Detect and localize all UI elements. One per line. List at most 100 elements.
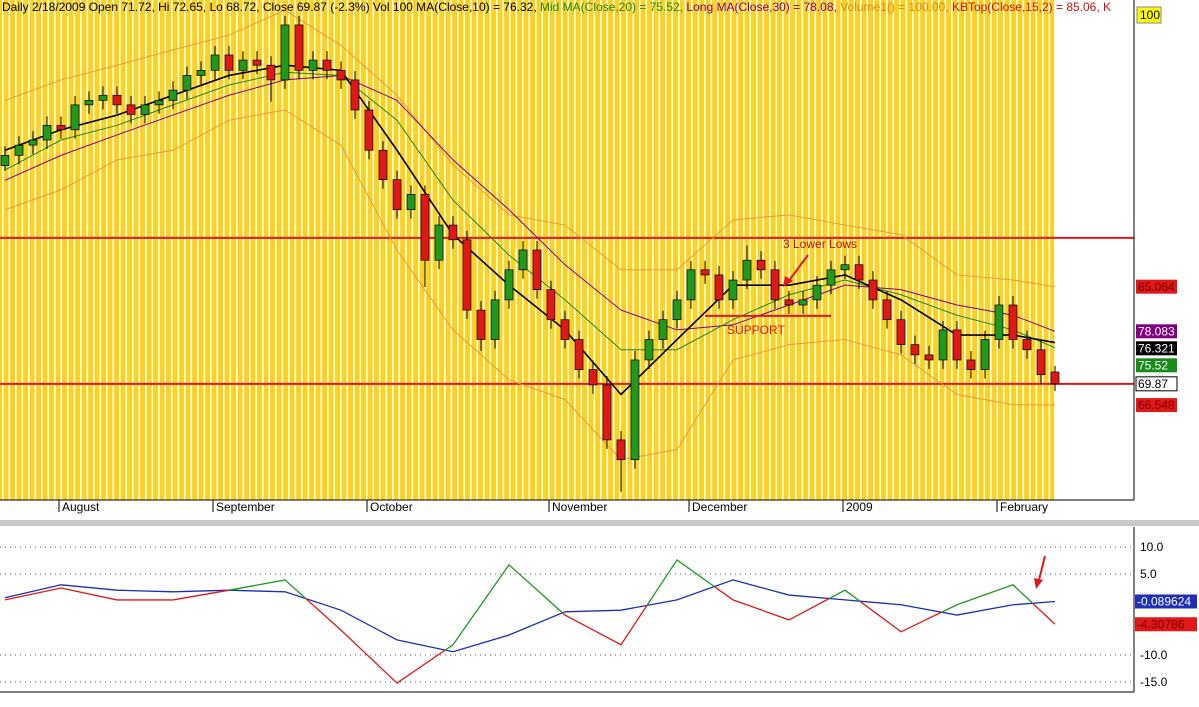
candle-body (154, 100, 164, 106)
candle-body (504, 269, 514, 301)
candle-body (322, 59, 332, 71)
candle-body (280, 24, 290, 81)
candle-body (406, 194, 416, 211)
stripe (294, 0, 297, 500)
title-part: Volume1() = 100.00, (840, 0, 952, 14)
stripe (223, 0, 225, 500)
stripe (34, 0, 37, 500)
stripe (580, 0, 583, 500)
stripe (190, 0, 193, 500)
stripe (593, 0, 596, 500)
stripe (860, 0, 862, 500)
stripe (119, 0, 121, 500)
candle-body (910, 344, 920, 356)
stripe (678, 0, 680, 500)
value-label-box (1136, 279, 1177, 294)
stripe (925, 0, 927, 500)
stripe (977, 0, 979, 500)
stripe (132, 0, 134, 500)
stripe (515, 0, 518, 500)
value-label: 75.52 (1138, 358, 1168, 372)
stripe (905, 0, 908, 500)
stripe (301, 0, 303, 500)
x-tick-label: September (216, 500, 275, 514)
candle-body (392, 179, 402, 211)
stripe (840, 0, 843, 500)
stripe (86, 0, 89, 500)
candle-body (826, 269, 836, 286)
stripe (795, 0, 797, 500)
candle-body (994, 304, 1004, 340)
title-part: Long MA(Close,30) = 78.08, (686, 0, 840, 14)
stripe (892, 0, 895, 500)
title-part: Mid MA(Close,20) = 75.52, (540, 0, 686, 14)
stripe (151, 0, 154, 500)
stripe (717, 0, 719, 500)
stripe (600, 0, 602, 500)
stripe (138, 0, 141, 500)
stripe (730, 0, 732, 500)
stripe (541, 0, 544, 500)
stripe (788, 0, 791, 500)
overlay-line (4, 109, 1056, 461)
stripe (229, 0, 232, 500)
stripe (145, 0, 147, 500)
stripe (106, 0, 108, 500)
stripe (496, 0, 498, 500)
stripe (801, 0, 804, 500)
stripe (73, 0, 76, 500)
candle-body (630, 359, 640, 461)
stripe (60, 0, 63, 500)
stripe (996, 0, 999, 500)
stripe (879, 0, 882, 500)
stripe (548, 0, 550, 500)
indicator-line (4, 579, 1056, 653)
stripe (372, 0, 375, 500)
title-part: KBTop(Close,15,2) = 85.06, K (952, 0, 1111, 14)
stripe (268, 0, 271, 500)
stripe (743, 0, 745, 500)
candle-body (56, 124, 66, 131)
candle-body (42, 124, 52, 141)
x-tick-label: 2009 (846, 500, 873, 514)
stripe (197, 0, 199, 500)
stripe (431, 0, 433, 500)
stripe (509, 0, 511, 500)
candle-body (700, 269, 710, 276)
stripe (476, 0, 479, 500)
stripe (28, 0, 30, 500)
candle-body (210, 54, 220, 71)
y-tick-label: 5.0 (1140, 567, 1157, 581)
candle-body (196, 69, 206, 76)
candle-body (938, 329, 948, 361)
value-label: 78.083 (1138, 324, 1175, 338)
stripe (2, 0, 4, 500)
candle-body (252, 59, 262, 66)
stripe (639, 0, 641, 500)
panel-separator (0, 520, 1199, 526)
stripe (762, 0, 765, 500)
stripe (873, 0, 875, 500)
stripe (99, 0, 102, 500)
candle-body (812, 284, 822, 301)
candle-body (658, 319, 668, 340)
stripe (918, 0, 921, 500)
candle-body (784, 299, 794, 306)
value-label: -0.089624 (1137, 595, 1191, 609)
volume-label-box (1136, 6, 1162, 24)
stripe (782, 0, 784, 500)
candle-body (140, 104, 150, 115)
stripe (41, 0, 43, 500)
stripe (1022, 0, 1025, 500)
candle-body (966, 359, 976, 370)
candle-body (882, 299, 892, 321)
stripe (359, 0, 362, 500)
candle-body (574, 339, 584, 370)
annotation-arrowhead (1034, 578, 1043, 589)
stripe (203, 0, 206, 500)
stripe (281, 0, 284, 500)
candle-body (364, 109, 374, 151)
value-label-box (1135, 617, 1197, 632)
candle-body (1050, 371, 1060, 385)
candle-body (448, 224, 458, 241)
